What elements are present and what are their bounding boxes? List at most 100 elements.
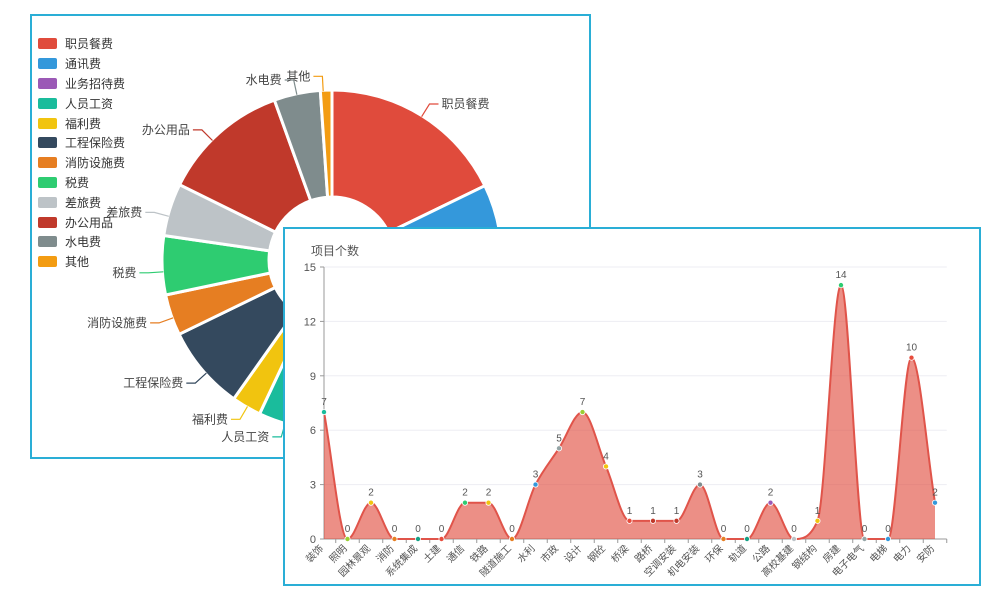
value-label: 0 bbox=[439, 524, 445, 535]
legend-swatch bbox=[38, 58, 57, 70]
pie-label-line bbox=[313, 75, 324, 92]
y-axis-label: 6 bbox=[310, 425, 316, 437]
pie-slice-职员餐费[interactable] bbox=[330, 88, 487, 234]
legend-item-4[interactable]: 人员工资 bbox=[38, 93, 125, 113]
legend-item-11[interactable]: 水电费 bbox=[38, 232, 125, 252]
legend-item-9[interactable]: 差旅费 bbox=[38, 192, 125, 212]
data-point[interactable] bbox=[767, 499, 774, 506]
data-point[interactable] bbox=[649, 517, 656, 524]
pie-slice-label: 人员工资 bbox=[221, 430, 269, 444]
legend-item-1[interactable]: 职员餐费 bbox=[38, 34, 125, 54]
legend-item-10[interactable]: 办公用品 bbox=[38, 212, 125, 232]
data-point[interactable] bbox=[414, 535, 421, 542]
value-label: 10 bbox=[906, 343, 918, 354]
legend-label: 其他 bbox=[65, 255, 90, 270]
pie-label-line bbox=[150, 317, 174, 324]
x-axis-label: 桥梁 bbox=[608, 542, 631, 565]
legend-label: 水电费 bbox=[65, 235, 102, 250]
legend-swatch bbox=[38, 176, 57, 188]
data-point[interactable] bbox=[485, 499, 492, 506]
value-label: 0 bbox=[345, 524, 351, 535]
data-point[interactable] bbox=[368, 499, 375, 506]
value-label: 0 bbox=[415, 524, 421, 535]
data-point[interactable] bbox=[438, 535, 445, 542]
pie-slice-其他[interactable] bbox=[318, 88, 334, 199]
value-label: 0 bbox=[791, 524, 797, 535]
data-point[interactable] bbox=[344, 535, 351, 542]
legend-swatch bbox=[38, 196, 57, 208]
value-label: 2 bbox=[768, 488, 774, 499]
data-point[interactable] bbox=[555, 445, 562, 452]
data-point[interactable] bbox=[790, 535, 797, 542]
x-axis-label: 水利 bbox=[515, 543, 538, 566]
pie-label-line bbox=[421, 103, 439, 118]
legend-item-8[interactable]: 税费 bbox=[38, 173, 125, 193]
pie-label-line bbox=[192, 129, 213, 141]
legend-swatch bbox=[38, 97, 57, 109]
data-point[interactable] bbox=[602, 463, 609, 470]
legend-item-2[interactable]: 通讯费 bbox=[38, 54, 125, 74]
pie-slice-label: 其他 bbox=[286, 69, 310, 83]
legend-item-3[interactable]: 业务招待费 bbox=[38, 74, 125, 94]
pie-label-line bbox=[139, 271, 164, 274]
x-axis-label: 钢砼 bbox=[585, 542, 608, 565]
legend-label: 消防设施费 bbox=[65, 156, 126, 171]
data-point[interactable] bbox=[885, 535, 892, 542]
legend-label: 办公用品 bbox=[65, 215, 114, 230]
data-point[interactable] bbox=[626, 517, 633, 524]
data-point[interactable] bbox=[579, 409, 586, 416]
x-axis-label: 市政 bbox=[538, 542, 561, 565]
data-point[interactable] bbox=[461, 499, 468, 506]
x-axis-label: 安防 bbox=[914, 542, 937, 565]
data-point[interactable] bbox=[532, 481, 539, 488]
data-point[interactable] bbox=[908, 354, 915, 361]
data-point[interactable] bbox=[743, 535, 750, 542]
legend-swatch bbox=[38, 216, 57, 228]
legend-swatch bbox=[38, 236, 57, 248]
pie-slice-label: 办公用品 bbox=[142, 122, 190, 137]
legend-label: 差旅费 bbox=[65, 195, 102, 210]
legend-item-12[interactable]: 其他 bbox=[38, 252, 125, 272]
value-label: 2 bbox=[462, 488, 468, 499]
area-chart-title: 项目个数 bbox=[311, 244, 360, 258]
data-point[interactable] bbox=[861, 535, 868, 542]
data-point[interactable] bbox=[838, 282, 845, 289]
x-axis-label: 电梯 bbox=[867, 542, 890, 565]
value-label: 2 bbox=[368, 488, 374, 499]
area-fill bbox=[324, 285, 935, 539]
legend-item-6[interactable]: 工程保险费 bbox=[38, 133, 125, 153]
legend-item-7[interactable]: 消防设施费 bbox=[38, 153, 125, 173]
value-label: 1 bbox=[674, 506, 680, 517]
value-label: 1 bbox=[815, 506, 821, 517]
area-chart: 036912157装饰0照明2园林景观0消防0系统集成0土建2通信2铁路0隧道施… bbox=[303, 262, 948, 579]
legend-swatch bbox=[38, 137, 57, 149]
data-point[interactable] bbox=[391, 535, 398, 542]
pie-label-line bbox=[284, 79, 298, 95]
data-point[interactable] bbox=[321, 409, 328, 416]
value-label: 3 bbox=[533, 470, 539, 481]
value-label: 0 bbox=[862, 524, 868, 535]
legend-swatch bbox=[38, 117, 57, 129]
legend-label: 工程保险费 bbox=[65, 136, 126, 151]
data-point[interactable] bbox=[673, 517, 680, 524]
legend-item-5[interactable]: 福利费 bbox=[38, 113, 125, 133]
pie-slice-label: 职员餐费 bbox=[442, 96, 490, 111]
legend-label: 职员餐费 bbox=[65, 37, 114, 52]
pie-slice-label: 税费 bbox=[112, 266, 136, 280]
y-axis-label: 12 bbox=[304, 316, 316, 328]
legend-label: 税费 bbox=[65, 175, 90, 190]
data-point[interactable] bbox=[508, 535, 515, 542]
legend-label: 人员工资 bbox=[65, 96, 114, 111]
pie-slice-label: 福利费 bbox=[192, 411, 228, 426]
legend-swatch bbox=[38, 77, 57, 89]
data-point[interactable] bbox=[814, 517, 821, 524]
pie-slice-label: 差旅费 bbox=[106, 205, 142, 219]
legend-label: 通讯费 bbox=[65, 57, 102, 72]
y-axis-label: 0 bbox=[310, 534, 316, 546]
data-point[interactable] bbox=[720, 535, 727, 542]
data-point[interactable] bbox=[932, 499, 939, 506]
value-label: 0 bbox=[744, 524, 750, 535]
data-point[interactable] bbox=[696, 481, 703, 488]
pie-label-line bbox=[186, 372, 207, 384]
